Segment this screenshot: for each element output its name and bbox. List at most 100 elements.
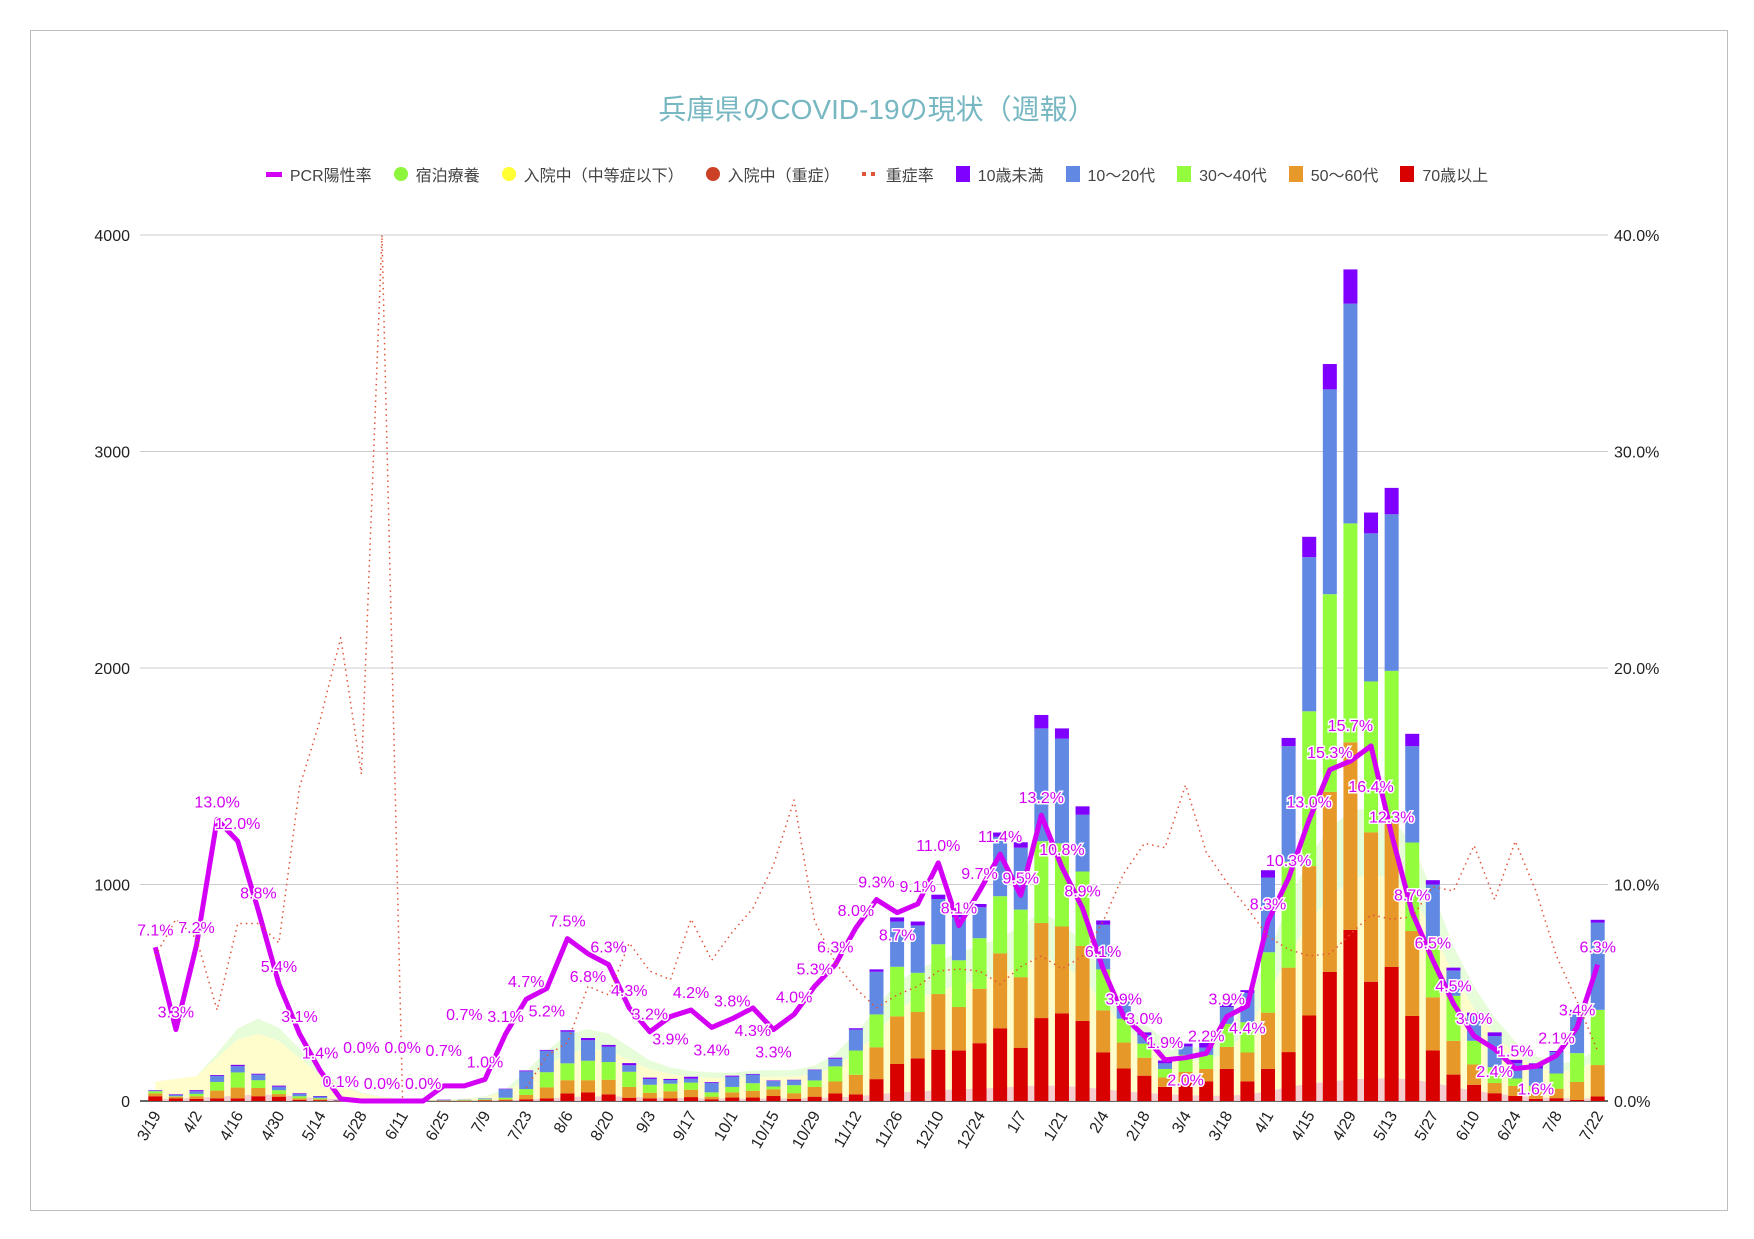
bar-segment <box>1281 737 1296 747</box>
bar-segment <box>807 1080 822 1087</box>
bar-segment <box>313 1098 328 1100</box>
bar-segment <box>581 1092 596 1101</box>
bar-segment <box>168 1094 183 1097</box>
pcr-rate-data-label: 5.4% <box>261 959 297 976</box>
bar-segment <box>1137 1057 1152 1076</box>
bar-segment <box>1302 536 1317 558</box>
bar-segment <box>498 1088 513 1090</box>
x-tick-label: 4/2 <box>180 1108 206 1136</box>
pcr-rate-data-label: 1.5% <box>1497 1044 1533 1061</box>
bar-segment <box>725 1086 740 1093</box>
pcr-rate-data-label: 3.9% <box>1106 992 1142 1009</box>
bar-segment <box>1446 1040 1461 1075</box>
bar-segment <box>972 1043 987 1101</box>
pcr-rate-data-label: 6.5% <box>1415 935 1451 952</box>
bar-segment <box>210 1081 225 1091</box>
bar-segment <box>251 1096 266 1101</box>
bar-segment <box>1219 1068 1234 1101</box>
bar-segment <box>1343 929 1358 1101</box>
bar-segment <box>457 1100 472 1101</box>
pcr-rate-data-label: 12.3% <box>1369 810 1414 827</box>
bar-segment <box>1405 733 1420 747</box>
pcr-rate-data-label: 0.0% <box>405 1076 441 1093</box>
x-tick-label: 10/15 <box>748 1108 783 1151</box>
bar-segment <box>271 1090 286 1095</box>
bar-segment <box>1137 1075 1152 1101</box>
pcr-rate-data-label: 4.3% <box>611 983 647 1000</box>
y-right-tick-label: 20.0% <box>1614 661 1659 678</box>
bar-segment <box>1013 909 1028 978</box>
bar-segment <box>1487 1093 1502 1101</box>
bar-segment <box>1261 952 1276 1013</box>
bar-segment <box>931 944 946 995</box>
pcr-rate-data-label: 1.4% <box>302 1046 338 1063</box>
bar-segment <box>189 1090 204 1092</box>
pcr-rate-data-label: 10.8% <box>1039 842 1084 859</box>
bar-segment <box>1528 1068 1543 1086</box>
bar-segment <box>1405 931 1420 1016</box>
legend-item-severe-rate[interactable]: 重症率 <box>861 162 934 186</box>
bar-segment <box>931 1049 946 1101</box>
bar-segment <box>787 1093 802 1099</box>
bar-segment <box>828 1057 843 1059</box>
bar-segment <box>189 1093 204 1097</box>
bar-segment <box>745 1097 760 1101</box>
bar-segment <box>539 1072 554 1088</box>
bar-segment <box>560 1030 575 1032</box>
bar-segment <box>1302 711 1317 867</box>
y-right-tick-label: 0.0% <box>1614 1094 1650 1111</box>
pcr-rate-data-label: 0.1% <box>323 1074 359 1091</box>
bar-segment <box>1322 971 1337 1101</box>
legend-label: 入院中（中等症以下） <box>523 168 684 185</box>
bar-segment <box>1425 1050 1440 1101</box>
bar-segment <box>848 1094 863 1101</box>
bar-segment <box>1116 1068 1131 1101</box>
bar-segment <box>869 1047 884 1080</box>
bar-segment <box>642 1098 657 1101</box>
legend-item-pcr-rate[interactable]: PCR陽性率 <box>265 162 372 186</box>
bar-segment <box>1075 806 1090 815</box>
bar-segment <box>725 1097 740 1101</box>
bar-segment <box>601 1062 616 1080</box>
bar-segment <box>581 1040 596 1061</box>
bar-segment <box>725 1076 740 1087</box>
legend-item-hospital-severe[interactable]: 入院中（重症） <box>705 162 840 186</box>
bar-segment <box>869 969 884 972</box>
pcr-rate-data-label: 0.7% <box>446 1007 482 1024</box>
bar-segment <box>1549 1088 1564 1099</box>
x-tick-label: 7/23 <box>505 1108 535 1144</box>
bar-segment <box>1116 997 1131 1002</box>
bar-segment <box>189 1098 204 1101</box>
pcr-rate-data-label: 6.3% <box>817 940 853 957</box>
bar-segment <box>601 1094 616 1101</box>
x-tick-label: 9/17 <box>670 1108 700 1144</box>
y-right-tick-label: 40.0% <box>1614 228 1659 245</box>
bar-segment <box>725 1075 740 1077</box>
bar-segment <box>519 1094 534 1100</box>
bar-segment <box>1384 966 1399 1101</box>
legend-item-hospital-moderate[interactable]: 入院中（中等症以下） <box>501 162 684 186</box>
bar-segment <box>1364 512 1379 534</box>
bar-segment <box>1467 1064 1482 1085</box>
bar-segment <box>1219 1003 1234 1008</box>
bar-segment <box>477 1099 492 1101</box>
bar-segment <box>230 1066 245 1073</box>
pcr-rate-data-label: 13.2% <box>1019 790 1064 807</box>
bar-segment <box>230 1064 245 1067</box>
bar-segment <box>436 1099 451 1101</box>
bar-segment <box>519 1071 534 1090</box>
legend-item-10-20s[interactable]: 10〜20代 <box>1065 162 1155 186</box>
legend-item-under10[interactable]: 10歳未満 <box>955 162 1044 186</box>
legend-item-50-60s[interactable]: 50〜60代 <box>1288 162 1378 186</box>
bar-segment <box>189 1096 204 1099</box>
legend-item-30-40s[interactable]: 30〜40代 <box>1177 162 1267 186</box>
legend-item-70plus[interactable]: 70歳以上 <box>1400 162 1488 186</box>
pcr-rate-data-label: 4.3% <box>735 1023 771 1040</box>
bar-segment <box>848 1050 863 1075</box>
legend-item-hotel[interactable]: 宿泊療養 <box>393 162 480 186</box>
bar-segment <box>663 1098 678 1101</box>
pcr-rate-data-label: 1.9% <box>1147 1035 1183 1052</box>
bar-segment <box>1364 832 1379 982</box>
bar-segment <box>1343 523 1358 743</box>
bar-segment <box>1219 1023 1234 1047</box>
